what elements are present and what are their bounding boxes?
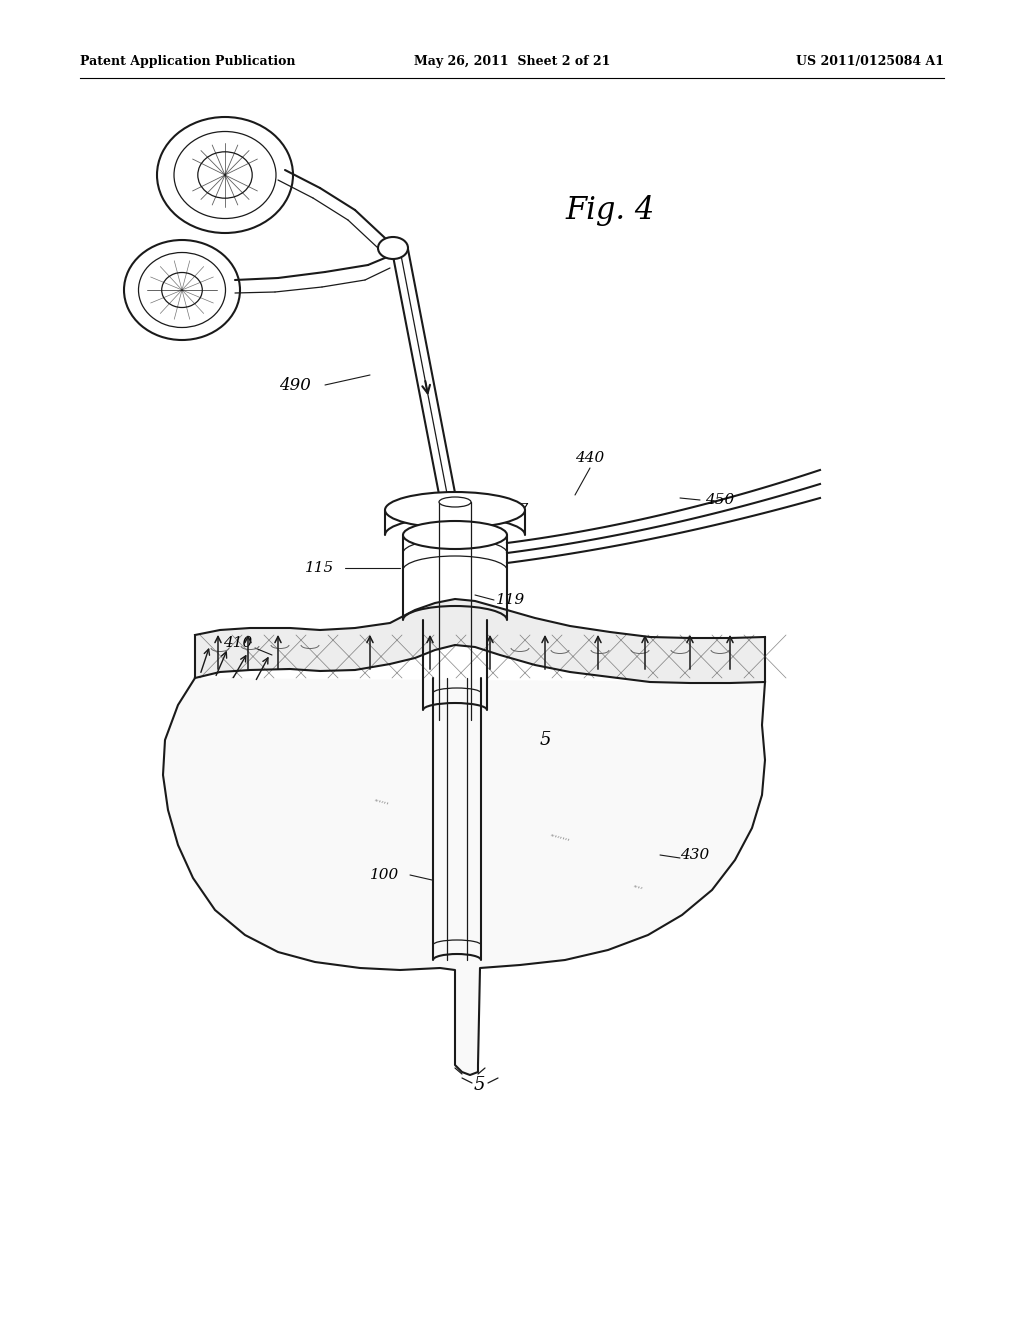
Text: 117: 117 bbox=[500, 503, 529, 517]
Ellipse shape bbox=[385, 492, 525, 528]
Text: 490: 490 bbox=[280, 376, 311, 393]
Text: ,,,,: ,,,, bbox=[632, 879, 644, 891]
Polygon shape bbox=[195, 599, 765, 682]
Text: 115: 115 bbox=[305, 561, 335, 576]
Text: 430: 430 bbox=[680, 847, 710, 862]
Text: 100: 100 bbox=[371, 869, 399, 882]
Polygon shape bbox=[163, 678, 765, 1074]
Text: Patent Application Publication: Patent Application Publication bbox=[80, 55, 296, 69]
Text: May 26, 2011  Sheet 2 of 21: May 26, 2011 Sheet 2 of 21 bbox=[414, 55, 610, 69]
Text: 410: 410 bbox=[223, 636, 253, 649]
Ellipse shape bbox=[378, 238, 408, 259]
Text: Fig. 4: Fig. 4 bbox=[565, 195, 654, 226]
Text: 450: 450 bbox=[706, 492, 734, 507]
Text: 5: 5 bbox=[473, 1076, 484, 1094]
Text: 119: 119 bbox=[496, 593, 525, 607]
Text: ,,,,,,: ,,,,,, bbox=[373, 793, 391, 807]
Text: ,,,,,,,,: ,,,,,,,, bbox=[549, 828, 571, 842]
Ellipse shape bbox=[403, 521, 507, 549]
Text: 5: 5 bbox=[540, 731, 551, 748]
Text: 440: 440 bbox=[575, 451, 604, 465]
Ellipse shape bbox=[439, 498, 471, 507]
Text: US 2011/0125084 A1: US 2011/0125084 A1 bbox=[796, 55, 944, 69]
